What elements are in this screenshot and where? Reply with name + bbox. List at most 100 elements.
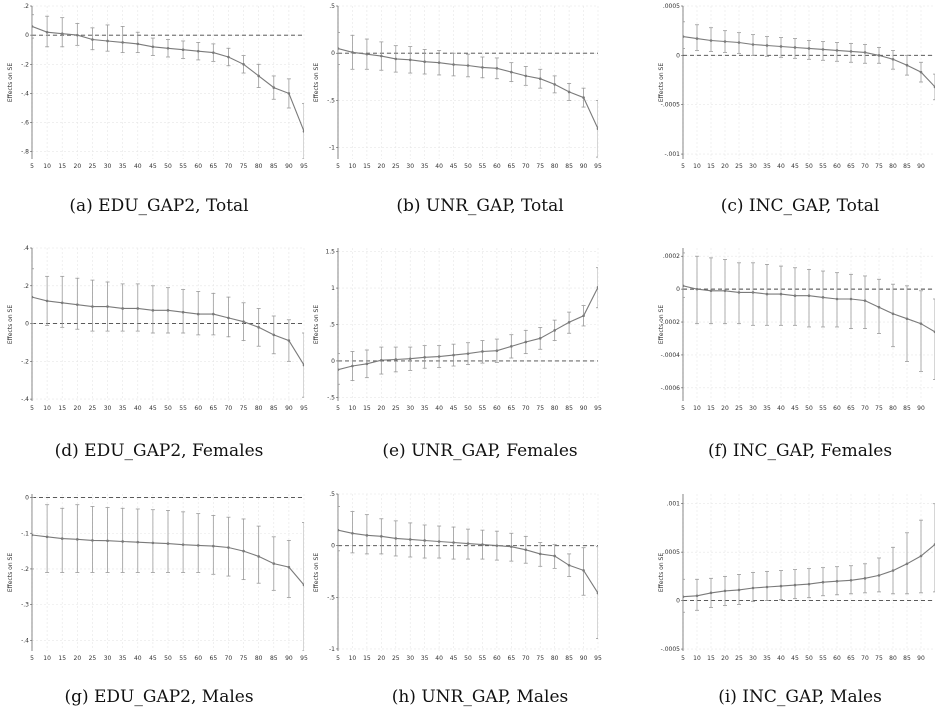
estimate-point	[683, 595, 685, 599]
x-tick-label: 15	[58, 405, 66, 412]
estimate-point	[891, 58, 895, 61]
x-tick-label: 45	[791, 163, 799, 170]
y-tick-label: -1	[329, 145, 335, 152]
x-tick-label: 40	[134, 405, 142, 412]
x-tick-label: 55	[179, 655, 187, 662]
estimate-point	[466, 352, 470, 355]
estimate-point	[242, 62, 245, 66]
y-tick-label: -.8	[21, 149, 29, 156]
y-tick-label: .2	[23, 3, 29, 10]
x-tick-label: 90	[580, 655, 588, 662]
estimate-point	[905, 317, 909, 321]
estimate-point	[905, 63, 909, 67]
x-tick-label: 10	[43, 405, 51, 412]
estimate-point	[196, 49, 200, 53]
series-group	[32, 14, 304, 159]
panel-caption: (h) UNR_GAP, Males	[391, 687, 569, 707]
x-tick-label: 25	[89, 655, 97, 662]
x-tick-label: 35	[119, 405, 127, 412]
x-tick-label: 45	[450, 655, 458, 662]
estimate-point	[793, 583, 797, 587]
x-tick-label: 60	[194, 405, 202, 412]
estimate-point	[779, 584, 783, 588]
x-tick-label: 40	[435, 163, 443, 170]
estimate-point	[212, 544, 215, 548]
estimate-point	[91, 305, 94, 308]
estimate-point	[807, 47, 811, 50]
x-tick-label: 60	[493, 163, 501, 170]
estimate-point	[567, 90, 571, 94]
estimate-point	[351, 50, 354, 54]
x-tick-label: 25	[89, 163, 97, 170]
estimate-point	[821, 580, 825, 584]
x-tick-label: 90	[580, 405, 588, 412]
estimate-point	[683, 284, 685, 288]
estimate-point	[32, 25, 34, 28]
estimate-point	[765, 44, 769, 47]
x-tick-label: 45	[450, 163, 458, 170]
y-tick-label: 0	[331, 50, 335, 57]
y-tick-label: -.0005	[661, 646, 681, 653]
x-tick-label: 40	[134, 655, 142, 662]
x-tick-label: 10	[693, 163, 701, 170]
x-tick-label: 30	[104, 655, 112, 662]
x-tick-label: 60	[833, 405, 841, 412]
estimate-point	[60, 301, 64, 305]
y-tick-label: 1.5	[325, 249, 335, 256]
x-tick-label: 50	[464, 405, 472, 412]
estimate-point	[437, 61, 441, 64]
y-tick-label: -.5	[327, 97, 335, 104]
x-tick-label: 55	[479, 405, 487, 412]
estimate-point	[877, 305, 881, 309]
x-tick-label: 35	[763, 655, 771, 662]
estimate-point	[695, 37, 699, 40]
x-tick-label: 65	[508, 163, 516, 170]
x-tick-label: 40	[435, 405, 443, 412]
estimate-point	[709, 289, 713, 293]
estimate-point	[737, 588, 741, 592]
estimate-point	[437, 540, 441, 543]
y-tick-label: 0	[25, 495, 29, 502]
x-tick-label: 25	[735, 405, 743, 412]
x-tick-label: 30	[749, 655, 757, 662]
x-tick-label: 50	[164, 405, 172, 412]
x-tick-label: 10	[43, 655, 51, 662]
y-axis-label: Effects on SE	[7, 305, 14, 344]
series-group	[683, 21, 935, 101]
x-tick-label: 55	[819, 655, 827, 662]
y-tick-label: 0	[331, 358, 335, 365]
x-tick-label: 65	[847, 405, 855, 412]
estimate-point	[933, 85, 935, 89]
estimate-point	[553, 329, 556, 332]
estimate-point	[242, 549, 245, 553]
x-tick-label: 25	[735, 655, 743, 662]
x-tick-label: 15	[363, 405, 371, 412]
estimate-point	[106, 539, 109, 543]
x-tick-label: 65	[210, 655, 218, 662]
estimate-point	[338, 368, 340, 371]
y-tick-label: -.0004	[661, 352, 681, 359]
series-group	[32, 497, 304, 651]
x-tick-label: 5	[681, 163, 685, 170]
estimate-point	[919, 554, 923, 558]
x-tick-label: 5	[681, 405, 685, 412]
estimate-point	[596, 591, 598, 595]
estimate-point	[32, 533, 34, 537]
x-tick-label: 75	[240, 655, 248, 662]
x-tick-label: 25	[392, 655, 400, 662]
estimate-point	[394, 57, 398, 61]
x-tick-label: 45	[149, 405, 157, 412]
estimate-point	[877, 54, 881, 57]
estimate-point	[737, 291, 741, 294]
estimate-point	[524, 548, 528, 552]
x-tick-label: 70	[522, 405, 530, 412]
x-tick-label: 35	[763, 163, 771, 170]
x-tick-label: 80	[551, 163, 559, 170]
x-tick-label: 30	[749, 405, 757, 412]
estimate-point	[835, 579, 839, 583]
x-tick-label: 90	[285, 655, 293, 662]
x-tick-label: 60	[833, 163, 841, 170]
